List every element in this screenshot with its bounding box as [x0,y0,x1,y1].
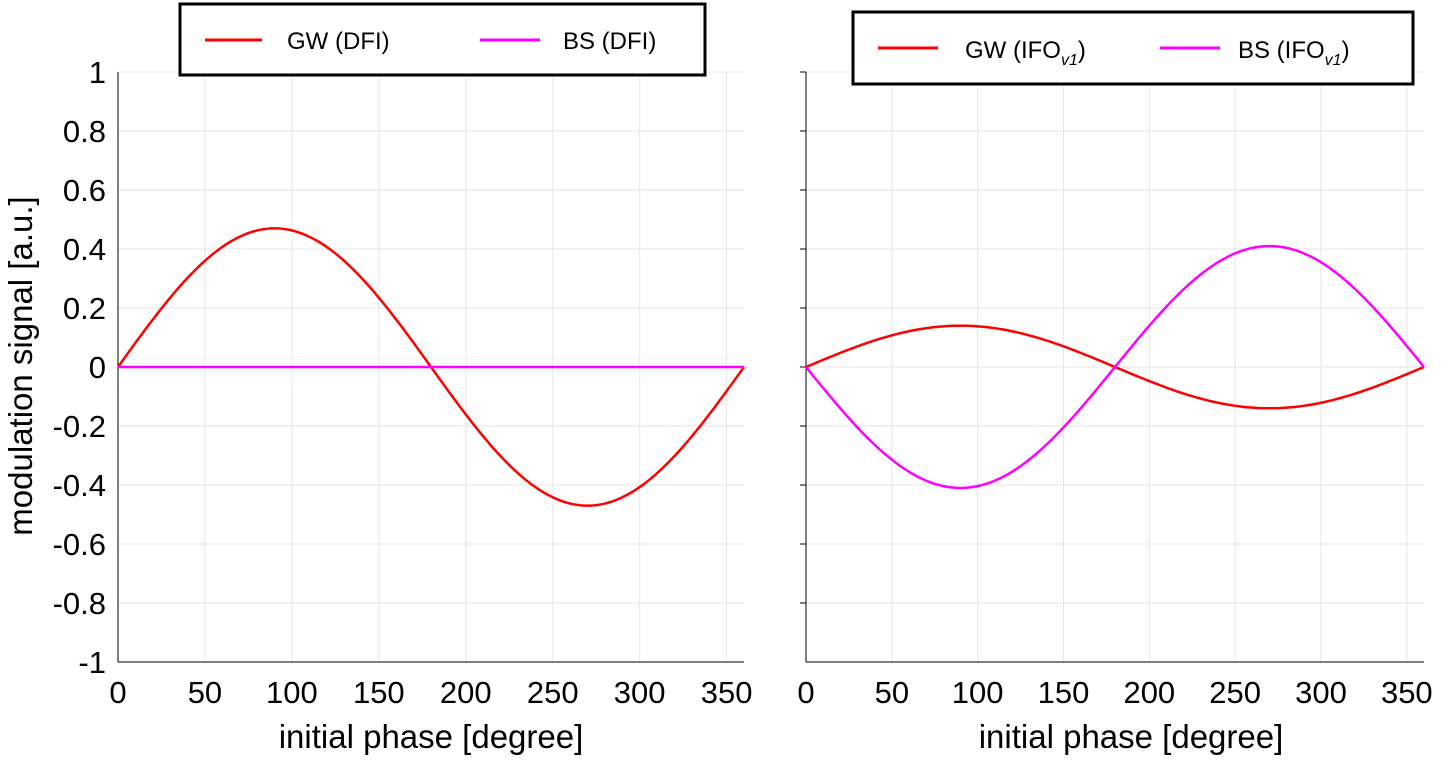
left-y-tick-label: 0 [89,350,106,385]
right-x-tick-label: 350 [1381,675,1433,710]
left-y-tick-label: -0.2 [53,409,106,444]
left-y-axis-label: modulation signal [a.u.] [2,196,39,535]
right-y-ticks [800,71,806,604]
right-legend-label-bs-suffix: ) [1342,37,1350,64]
right-x-tick-label: 50 [875,675,909,710]
left-y-tick-label: -0.8 [53,586,106,621]
right-legend-label-gw-suffix: ) [1078,37,1086,64]
left-x-tick-label: 200 [440,675,492,710]
right-x-tick-label: 250 [1209,675,1261,710]
right-x-tick-label: 0 [797,675,814,710]
left-y-tick-label: 0.8 [63,114,106,149]
right-x-tick-label: 150 [1038,675,1090,710]
left-panel: 1 0.8 0.6 0.4 0.2 0 -0.2 -0.4 -0.6 -0.8 -1 0 50 100 1… [2,2,752,755]
right-x-tick-labels: 0 50 100 150 200 250 300 350 [797,675,1432,710]
left-legend-label-bs: BS (DFI) [563,28,656,55]
right-x-axis-label: initial phase [degree] [979,718,1284,755]
left-y-tick-label: -1 [78,645,106,680]
right-series-line-bs [805,244,1425,490]
left-y-tick-label: 1 [89,55,106,90]
left-y-tick-label: 0.2 [63,291,106,326]
left-y-tick-label: 0.4 [63,232,106,267]
left-x-tick-label: 350 [701,675,753,710]
right-legend-label-bs-sub: v1 [1325,52,1342,69]
left-x-tick-label: 100 [266,675,318,710]
right-x-tick-label: 200 [1123,675,1175,710]
left-x-tick-label: 0 [109,675,126,710]
left-x-axis-label: initial phase [degree] [279,718,584,755]
right-legend-label-gw: GW (IFOv1) [965,37,1086,69]
right-legend-label-gw-main: GW (IFO [965,37,1061,64]
right-x-tick-label: 100 [952,675,1004,710]
right-legend-label-gw-sub: v1 [1061,52,1078,69]
left-x-tick-label: 50 [188,675,222,710]
left-x-tick-label: 250 [527,675,579,710]
left-y-tick-label: -0.6 [53,527,106,562]
left-y-tick-label: 0.6 [63,173,106,208]
left-x-tick-label: 300 [614,675,666,710]
left-legend-box [178,2,707,77]
left-y-tick-label: -0.4 [53,468,106,503]
left-legend-label-gw: GW (DFI) [287,28,390,55]
right-x-tick-label: 300 [1295,675,1347,710]
left-x-tick-label: 150 [353,675,405,710]
left-legend: GW (DFI) BS (DFI) [178,2,707,77]
right-legend: GW (IFOv1) BS (IFOv1) [851,10,1415,86]
left-x-tick-labels: 0 50 100 150 200 250 300 350 [109,675,752,710]
right-panel: 0 50 100 150 200 250 300 350 initial phase [deg… [797,10,1433,755]
right-legend-label-bs-main: BS (IFO [1238,37,1325,64]
right-series [805,244,1425,490]
right-legend-box [851,10,1415,86]
left-y-tick-labels: 1 0.8 0.6 0.4 0.2 0 -0.2 -0.4 -0.6 -0.8 -1 [53,55,106,680]
left-series [116,227,746,507]
right-grid [806,71,1424,662]
right-legend-label-bs: BS (IFOv1) [1238,37,1350,69]
